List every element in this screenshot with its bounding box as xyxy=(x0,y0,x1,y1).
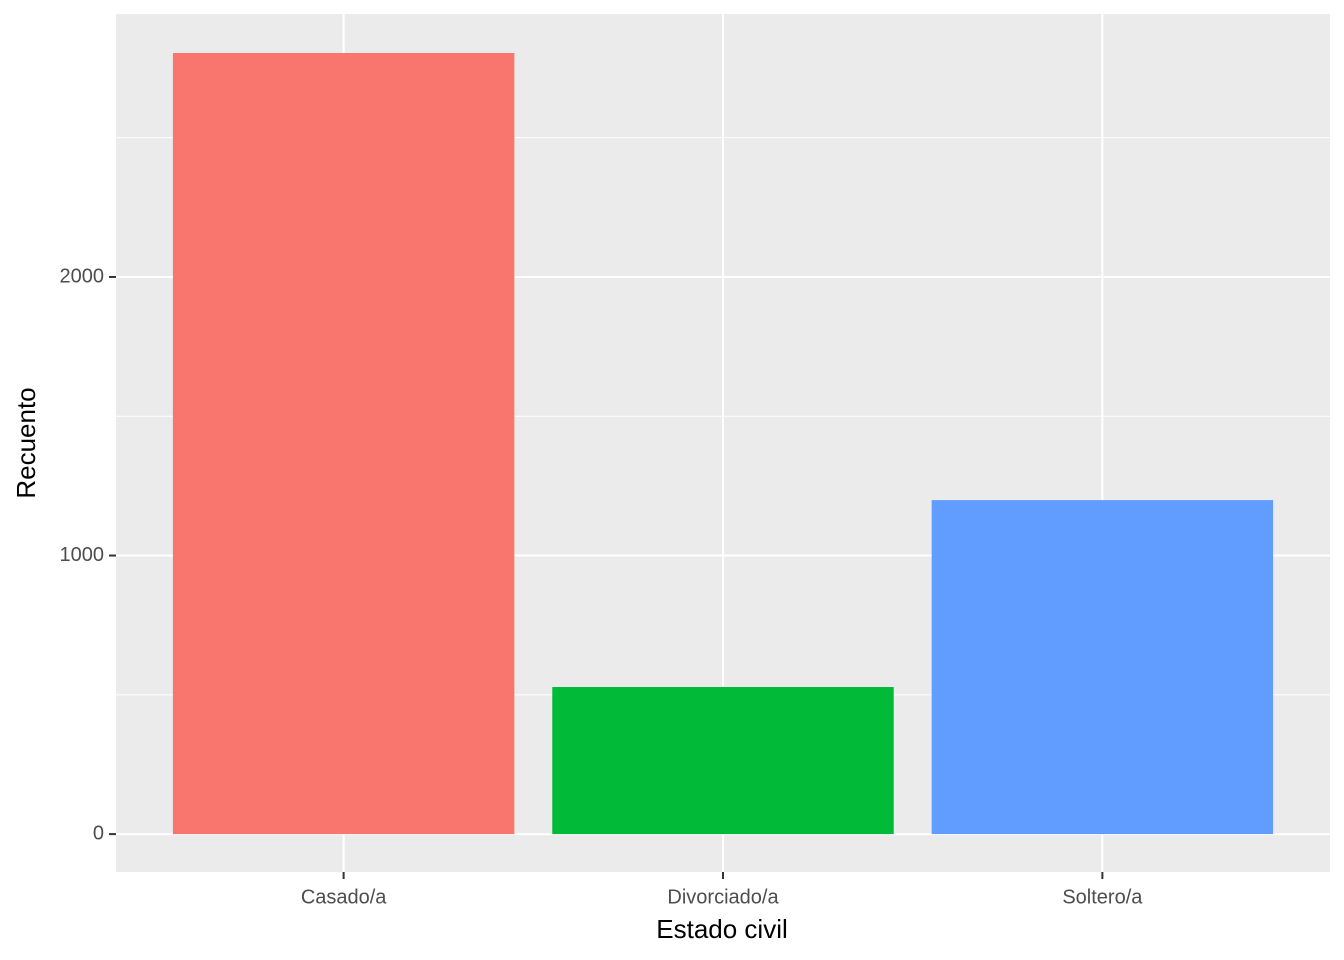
x-tick-label: Divorciado/a xyxy=(667,886,779,908)
y-axis-title: Recuento xyxy=(11,387,41,498)
y-tick-label: 2000 xyxy=(60,265,105,287)
x-axis-title: Estado civil xyxy=(656,914,788,944)
y-tick-label: 1000 xyxy=(60,544,105,566)
x-tick-label: Casado/a xyxy=(301,886,387,908)
bar xyxy=(931,500,1274,835)
bar xyxy=(172,53,515,835)
y-tick-label: 0 xyxy=(93,822,104,844)
x-tick-label: Soltero/a xyxy=(1062,886,1143,908)
bar xyxy=(552,687,894,835)
